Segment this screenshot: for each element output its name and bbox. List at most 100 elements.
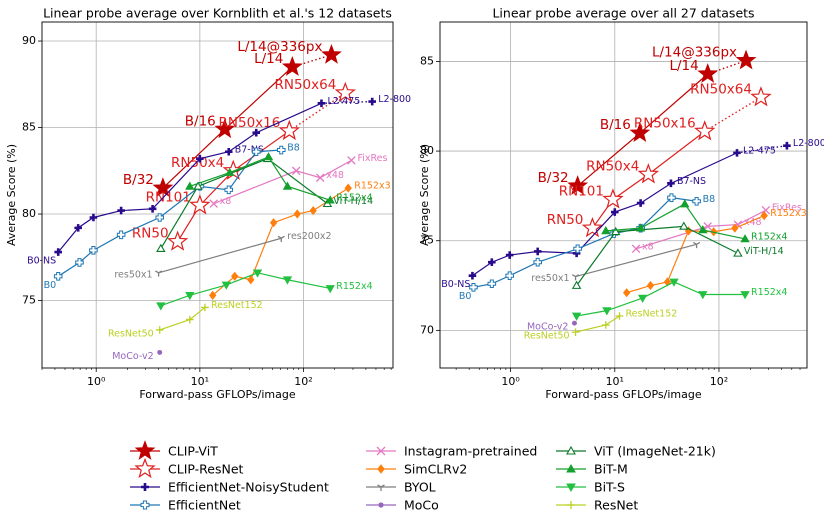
point bbox=[637, 294, 648, 303]
series-line-dotted bbox=[736, 145, 788, 154]
point-label: RN50x16 bbox=[219, 115, 281, 131]
legend-label: CLIP-ResNet bbox=[168, 462, 244, 477]
point bbox=[533, 247, 542, 256]
point bbox=[209, 290, 217, 300]
point-label: B0-NS bbox=[441, 279, 470, 290]
point bbox=[166, 230, 189, 251]
series-line bbox=[158, 237, 282, 274]
point-label: L/14@336px bbox=[237, 39, 322, 55]
point-label: L2-475 bbox=[743, 145, 776, 156]
legend-marker bbox=[140, 500, 150, 510]
point bbox=[667, 179, 675, 188]
point bbox=[571, 312, 582, 321]
point bbox=[224, 147, 233, 156]
point bbox=[601, 226, 611, 235]
point-label: ResNet50 bbox=[524, 331, 570, 342]
point bbox=[74, 224, 82, 232]
point bbox=[637, 163, 660, 184]
series-line-dotted bbox=[292, 54, 332, 68]
point bbox=[201, 303, 209, 312]
legend-marker bbox=[378, 502, 384, 508]
point bbox=[157, 349, 163, 355]
point bbox=[750, 86, 772, 107]
point-label: FixRes bbox=[357, 153, 387, 164]
point bbox=[281, 56, 303, 76]
point-label: B7-NS bbox=[677, 176, 706, 187]
point bbox=[276, 145, 286, 155]
x-tick-label: 10² bbox=[294, 375, 312, 388]
point bbox=[679, 221, 689, 230]
point-label: R152x4 bbox=[336, 193, 372, 204]
point bbox=[75, 258, 84, 267]
point-label: R152x3 bbox=[770, 208, 806, 219]
point-label: R152x3 bbox=[354, 181, 390, 192]
point bbox=[631, 244, 641, 254]
point bbox=[317, 99, 326, 108]
series-line bbox=[591, 130, 706, 229]
point bbox=[325, 195, 335, 204]
point bbox=[505, 251, 514, 259]
legend-label: BYOL bbox=[404, 480, 436, 495]
point bbox=[334, 81, 356, 103]
point-label: FixRes bbox=[772, 203, 802, 214]
point bbox=[602, 188, 624, 209]
point-label: x48 bbox=[326, 170, 344, 181]
series-line bbox=[635, 209, 767, 250]
point-label: L/14@336px bbox=[652, 45, 737, 61]
point bbox=[698, 225, 708, 234]
point-label: RN50x4 bbox=[586, 158, 639, 174]
legend-marker bbox=[377, 484, 385, 491]
point bbox=[733, 149, 741, 157]
point-label: B/32 bbox=[538, 170, 569, 186]
point bbox=[636, 199, 645, 207]
series-line bbox=[160, 272, 331, 307]
point bbox=[189, 194, 211, 215]
y-tick-label: 90 bbox=[22, 34, 36, 47]
point bbox=[209, 199, 218, 208]
point-label: L2-800 bbox=[378, 94, 411, 105]
point bbox=[156, 243, 166, 253]
point bbox=[221, 281, 231, 290]
point bbox=[263, 152, 274, 161]
point bbox=[252, 128, 261, 137]
point bbox=[573, 244, 582, 254]
point bbox=[293, 209, 301, 219]
series-line-dotted bbox=[704, 96, 762, 132]
point bbox=[469, 283, 478, 292]
point bbox=[571, 328, 580, 336]
point bbox=[680, 199, 690, 208]
point bbox=[698, 291, 708, 300]
point-label: L/14 bbox=[254, 51, 283, 67]
point bbox=[185, 181, 195, 190]
point bbox=[148, 205, 157, 213]
point bbox=[615, 312, 624, 320]
series-line bbox=[575, 243, 697, 278]
point bbox=[89, 246, 98, 255]
point bbox=[571, 320, 577, 326]
point-label: RN50 bbox=[547, 212, 584, 228]
legend-label: BiT-M bbox=[594, 462, 628, 477]
point bbox=[117, 206, 125, 215]
point bbox=[321, 43, 342, 64]
point bbox=[252, 269, 263, 278]
point-label: B7-NS bbox=[235, 144, 264, 155]
point bbox=[251, 147, 261, 157]
point-label: x8 bbox=[220, 196, 232, 207]
point bbox=[325, 285, 335, 294]
y-axis-label: Average Score (%) bbox=[418, 144, 431, 246]
legend-label: BiT-S bbox=[594, 480, 625, 495]
point bbox=[669, 278, 679, 287]
chart-title: Linear probe average over Kornblith et a… bbox=[43, 6, 392, 21]
point bbox=[622, 288, 631, 298]
point bbox=[347, 156, 356, 165]
point-label: ResNet50 bbox=[108, 328, 154, 339]
legend-marker bbox=[377, 464, 385, 474]
point-label: RN50x4 bbox=[171, 155, 224, 171]
point bbox=[602, 307, 612, 316]
point-label: res50x1 bbox=[531, 273, 569, 284]
point bbox=[488, 258, 496, 267]
point bbox=[282, 276, 293, 285]
point bbox=[214, 118, 236, 139]
point bbox=[567, 175, 589, 195]
